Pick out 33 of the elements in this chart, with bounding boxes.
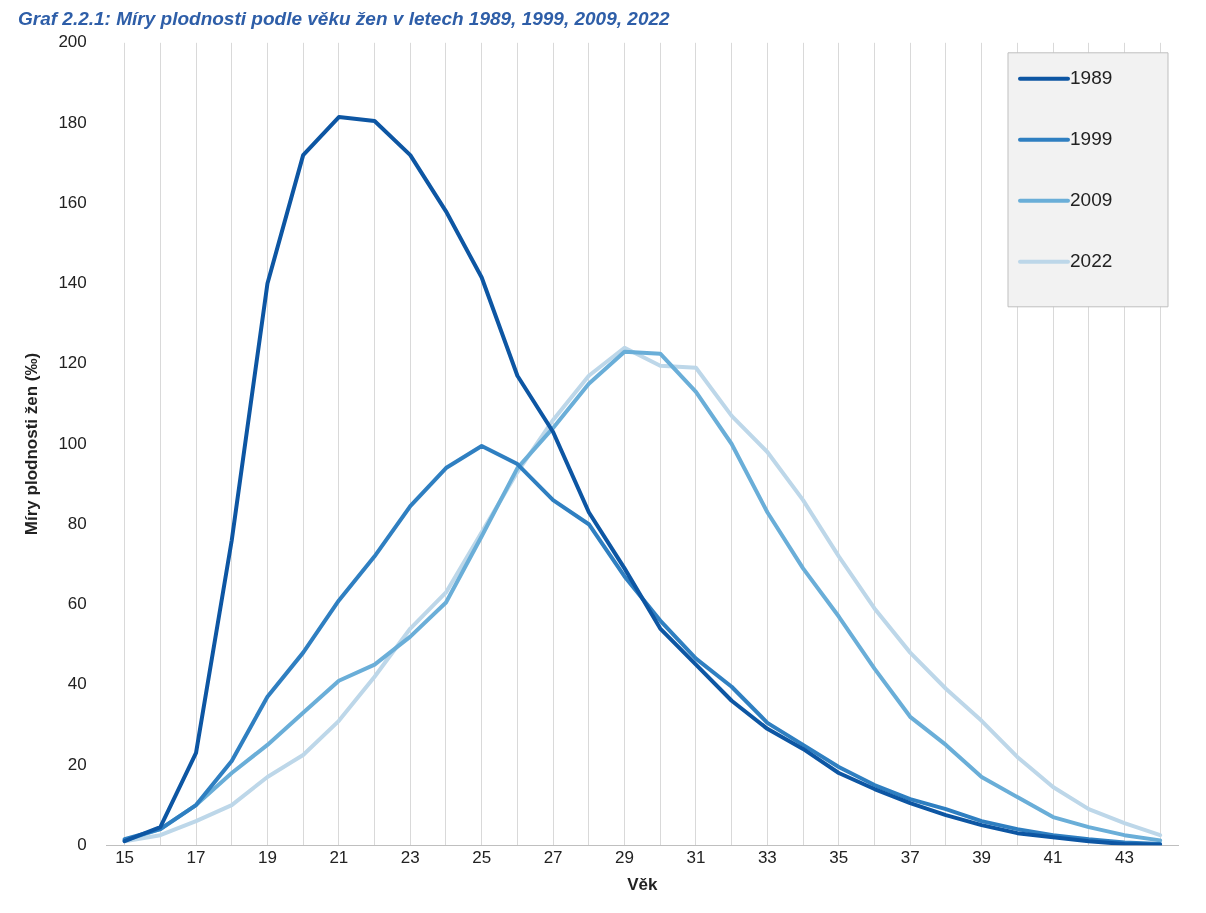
y-tick-label: 200	[58, 32, 87, 52]
x-tick-label: 25	[472, 848, 492, 868]
x-tick-label: 19	[257, 848, 277, 868]
x-tick-label: 23	[400, 848, 420, 868]
x-tick-label: 41	[1043, 848, 1063, 868]
y-tick-label: 100	[58, 433, 87, 453]
y-tick-label: 60	[67, 594, 87, 614]
y-tick-label: 40	[67, 674, 87, 694]
y-axis-title: Míry plodnosti žen (‰)	[21, 352, 41, 536]
y-tick-label: 180	[58, 112, 87, 132]
y-tick-label: 0	[77, 834, 87, 854]
chart-title: Graf 2.2.1: Míry plodnosti podle věku žen v letech 1989, 1999, 2009, 2022	[18, 7, 671, 29]
y-tick-label: 20	[67, 754, 87, 774]
x-tick-label: 35	[829, 848, 849, 868]
legend-label: 1999	[1070, 128, 1113, 150]
x-tick-label: 39	[972, 848, 992, 868]
y-tick-label: 160	[58, 192, 87, 212]
x-tick-label: 21	[329, 848, 349, 868]
y-tick-label: 120	[58, 353, 87, 373]
x-tick-label: 43	[1114, 848, 1134, 868]
x-tick-label: 27	[543, 848, 563, 868]
x-tick-label: 15	[115, 848, 135, 868]
x-tick-label: 17	[186, 848, 206, 868]
x-tick-label: 29	[615, 848, 634, 868]
legend-label: 2009	[1070, 189, 1113, 211]
x-tick-label: 37	[900, 848, 920, 868]
y-tick-label: 140	[58, 273, 87, 293]
x-tick-label: 33	[757, 848, 777, 868]
x-axis-title: Věk	[627, 875, 659, 895]
legend-label: 1989	[1070, 67, 1113, 89]
legend-label: 2022	[1070, 250, 1113, 272]
x-tick-label: 31	[686, 848, 706, 868]
y-tick-label: 80	[67, 513, 87, 533]
